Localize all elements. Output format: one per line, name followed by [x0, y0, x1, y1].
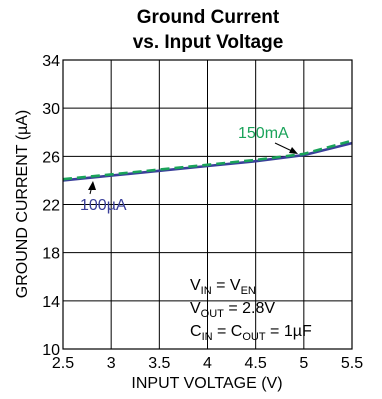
arrowhead-150ma — [289, 147, 298, 154]
y-tick-label: 26 — [42, 149, 60, 166]
x-tick-label: 4.5 — [245, 355, 267, 372]
plot-frame — [62, 59, 353, 350]
x-tick-label: 3.5 — [148, 355, 170, 372]
series-group — [62, 139, 353, 182]
condition-line-2: VOUT = 2.8V — [190, 300, 275, 320]
chart-title: Ground Current — [137, 7, 280, 28]
series-label-100ua: 100µA — [80, 197, 127, 214]
y-tick-label: 10 — [42, 342, 60, 359]
series-line-150ma — [62, 139, 353, 181]
y-tick-label: 22 — [42, 198, 60, 215]
y-tick-label: 34 — [42, 53, 60, 70]
x-axis-label: INPUT VOLTAGE (V) — [131, 375, 282, 392]
condition-line-3: CIN = COUT = 1µF — [190, 323, 312, 343]
tick-labels: 2.5 3 3.5 4 4.5 5 5.5 10 14 18 22 26 30 34 — [42, 53, 363, 372]
x-tick-label: 5.5 — [341, 355, 363, 372]
x-tick-label: 2.5 — [52, 355, 74, 372]
arrowhead-100ua — [88, 181, 96, 190]
series-label-150ma: 150mA — [238, 125, 289, 142]
y-axis-label: GROUND CURRENT (µA) — [14, 110, 31, 298]
chart-subtitle: vs. Input Voltage — [133, 32, 284, 53]
x-tick-label: 4 — [203, 355, 212, 372]
y-tick-label: 18 — [42, 246, 60, 263]
y-tick-label: 14 — [42, 294, 60, 311]
y-tick-label: 30 — [42, 101, 60, 118]
x-tick-label: 5 — [299, 355, 308, 372]
condition-line-1: VIN = VEN — [190, 277, 256, 297]
x-tick-label: 3 — [107, 355, 116, 372]
